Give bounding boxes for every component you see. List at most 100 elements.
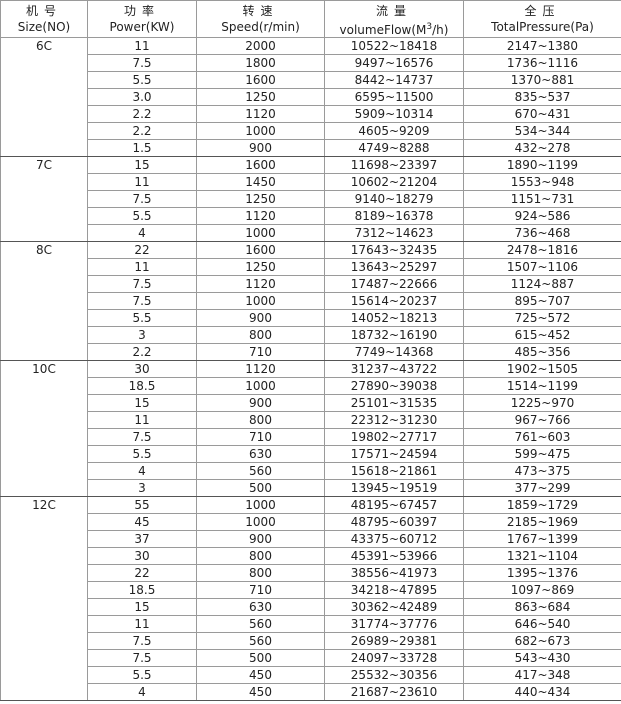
total-pressure-cell: 1507~1106	[463, 258, 621, 276]
speed-cell: 800	[196, 411, 325, 429]
table-row: 5.5 1120 8189~16378 924~586	[1, 207, 621, 225]
power-cell: 7.5	[87, 649, 197, 667]
volume-flow-cell: 14052~18213	[324, 309, 464, 327]
table-row: 2.2 1120 5909~10314 670~431	[1, 105, 621, 123]
volume-flow-cell: 17643~32435	[324, 241, 464, 259]
header-volume-flow: 流量 volumeFlow(M3/h)	[324, 0, 464, 38]
table-row: 4 560 15618~21861 473~375	[1, 462, 621, 480]
speed-cell: 2000	[196, 37, 325, 55]
power-cell: 7.5	[87, 275, 197, 293]
table-row: 22 800 38556~41973 1395~1376	[1, 564, 621, 582]
total-pressure-cell: 736~468	[463, 224, 621, 242]
volume-flow-cell: 15614~20237	[324, 292, 464, 310]
power-cell: 5.5	[87, 207, 197, 225]
table-row: 7.5 1120 17487~22666 1124~887	[1, 275, 621, 293]
table-row: 3 800 18732~16190 615~452	[1, 326, 621, 344]
table-row: 7.5 1250 9140~18279 1151~731	[1, 190, 621, 208]
table-row: 11 560 31774~37776 646~540	[1, 615, 621, 633]
table-row: 4 450 21687~23610 440~434	[1, 683, 621, 701]
volume-flow-cell: 24097~33728	[324, 649, 464, 667]
power-cell: 5.5	[87, 445, 197, 463]
volume-flow-cell: 48795~60397	[324, 513, 464, 531]
table-row: 30 800 45391~53966 1321~1104	[1, 547, 621, 565]
volume-flow-cell: 26989~29381	[324, 632, 464, 650]
table-row: 7C 15 1600 11698~23397 1890~1199	[0, 156, 621, 242]
power-cell: 3.0	[87, 88, 197, 106]
table-row: 3 500 13945~19519 377~299	[1, 479, 621, 497]
volume-flow-cell: 13643~25297	[324, 258, 464, 276]
table-row: 1.5 900 4749~8288 432~278	[1, 139, 621, 157]
power-cell: 22	[87, 241, 197, 259]
table-row: 7.5 1800 9497~16576 1736~1116	[1, 54, 621, 72]
volume-flow-cell: 15618~21861	[324, 462, 464, 480]
table-row: 11 1450 10602~21204 1553~948	[1, 173, 621, 191]
size-cell: 7C	[0, 156, 88, 242]
speed-cell: 1000	[196, 496, 325, 514]
header-speed: 转速 Speed(r/min)	[196, 0, 325, 38]
total-pressure-cell: 1151~731	[463, 190, 621, 208]
speed-cell: 800	[196, 326, 325, 344]
table-row: 6C 11 2000 10522~18418 2147~1380	[0, 37, 621, 157]
total-pressure-cell: 1124~887	[463, 275, 621, 293]
speed-cell: 1000	[196, 224, 325, 242]
power-cell: 7.5	[87, 54, 197, 72]
total-pressure-cell: 473~375	[463, 462, 621, 480]
power-cell: 2.2	[87, 343, 197, 361]
total-pressure-cell: 1514~1199	[463, 377, 621, 395]
power-cell: 1.5	[87, 139, 197, 157]
speed-cell: 1120	[196, 207, 325, 225]
volume-flow-cell: 38556~41973	[324, 564, 464, 582]
total-pressure-cell: 417~348	[463, 666, 621, 684]
total-pressure-cell: 432~278	[463, 139, 621, 157]
speed-cell: 1000	[196, 292, 325, 310]
total-pressure-cell: 1553~948	[463, 173, 621, 191]
volume-flow-cell: 17571~24594	[324, 445, 464, 463]
volume-flow-cell: 6595~11500	[324, 88, 464, 106]
table-row: 15 630 30362~42489 863~684	[1, 598, 621, 616]
speed-cell: 1120	[196, 275, 325, 293]
power-cell: 7.5	[87, 190, 197, 208]
speed-cell: 710	[196, 581, 325, 599]
volume-flow-cell: 11698~23397	[324, 156, 464, 174]
table-row: 5.5 450 25532~30356 417~348	[1, 666, 621, 684]
speed-cell: 500	[196, 479, 325, 497]
speed-cell: 1600	[196, 241, 325, 259]
volume-flow-cell: 43375~60712	[324, 530, 464, 548]
total-pressure-cell: 1767~1399	[463, 530, 621, 548]
total-pressure-cell: 967~766	[463, 411, 621, 429]
power-cell: 4	[87, 462, 197, 480]
power-cell: 4	[87, 683, 197, 701]
table-row: 11 1250 13643~25297 1507~1106	[1, 258, 621, 276]
power-cell: 11	[87, 173, 197, 191]
table-row: 15 900 25101~31535 1225~970	[1, 394, 621, 412]
table-row: 5.5 900 14052~18213 725~572	[1, 309, 621, 327]
total-pressure-cell: 615~452	[463, 326, 621, 344]
volume-flow-cell: 18732~16190	[324, 326, 464, 344]
total-pressure-cell: 1225~970	[463, 394, 621, 412]
volume-flow-cell: 25101~31535	[324, 394, 464, 412]
power-cell: 18.5	[87, 581, 197, 599]
power-cell: 5.5	[87, 666, 197, 684]
power-cell: 11	[87, 411, 197, 429]
speed-cell: 1250	[196, 190, 325, 208]
power-cell: 30	[87, 360, 197, 378]
speed-cell: 450	[196, 683, 325, 701]
speed-cell: 1120	[196, 360, 325, 378]
total-pressure-cell: 543~430	[463, 649, 621, 667]
total-pressure-cell: 534~344	[463, 122, 621, 140]
speed-cell: 1000	[196, 513, 325, 531]
total-pressure-cell: 1902~1505	[463, 360, 621, 378]
speed-cell: 500	[196, 649, 325, 667]
power-cell: 5.5	[87, 309, 197, 327]
power-cell: 11	[87, 615, 197, 633]
total-pressure-cell: 1859~1729	[463, 496, 621, 514]
volume-flow-cell: 4749~8288	[324, 139, 464, 157]
volume-flow-cell: 27890~39038	[324, 377, 464, 395]
volume-flow-cell: 45391~53966	[324, 547, 464, 565]
speed-cell: 630	[196, 445, 325, 463]
volume-flow-cell: 48195~67457	[324, 496, 464, 514]
speed-cell: 900	[196, 394, 325, 412]
table-row: 2.2 1000 4605~9209 534~344	[1, 122, 621, 140]
total-pressure-cell: 2185~1969	[463, 513, 621, 531]
